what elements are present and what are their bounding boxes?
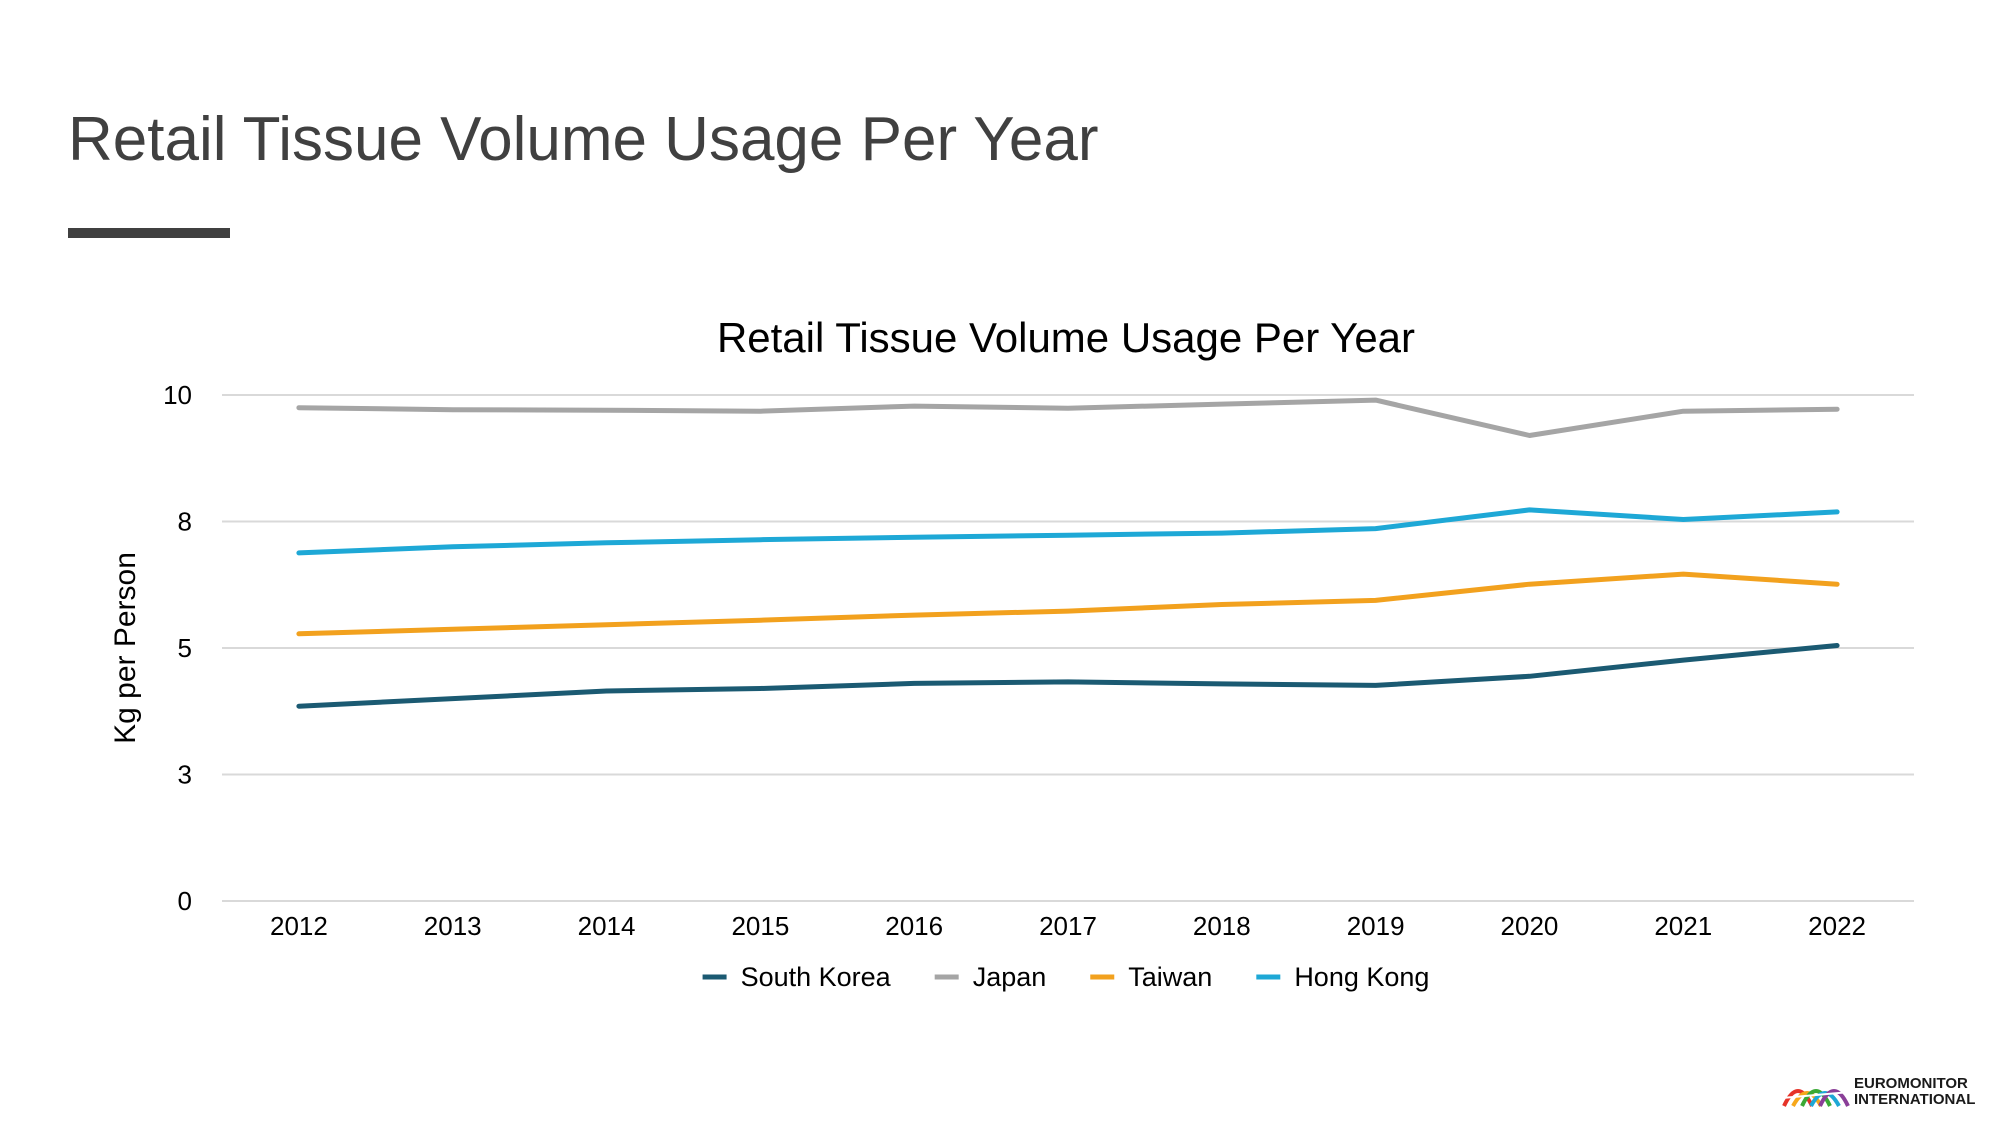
series-lines [296, 397, 1840, 709]
logo-swoosh [1781, 1091, 1851, 1099]
x-tick-label: 2022 [1808, 911, 1866, 941]
x-tick-label: 2012 [270, 911, 328, 941]
legend: South Korea Japan Taiwan Hong Kong [702, 962, 1429, 992]
logo-arch [1782, 1089, 1814, 1107]
y-tick-label: 8 [178, 507, 192, 537]
logo-text: EUROMONITOR INTERNATIONAL [1854, 1076, 1975, 1108]
logo-arch [1809, 1091, 1841, 1107]
y-tick-label: 5 [178, 633, 192, 663]
series-line-japan [296, 397, 1840, 438]
y-axis-ticks: 0 3 5 8 10 [163, 380, 192, 916]
logo-arch [1818, 1089, 1850, 1107]
legend-label: Japan [973, 962, 1047, 992]
legend-item-japan: Japan [934, 962, 1047, 992]
x-tick-label: 2014 [578, 911, 636, 941]
x-tick-label: 2015 [731, 911, 789, 941]
series-line-taiwan [296, 571, 1840, 637]
logo-line-1: EUROMONITOR [1854, 1075, 1968, 1092]
euromonitor-logo: EUROMONITOR INTERNATIONAL [1781, 1074, 1992, 1112]
series-line-hong-kong [296, 507, 1840, 556]
x-axis-ticks: 2012 2013 2014 2015 2016 2017 2018 2019 2020 2021… [270, 911, 1866, 941]
legend-item-taiwan: Taiwan [1090, 962, 1212, 992]
x-tick-label: 2020 [1501, 911, 1559, 941]
logo-arch [1791, 1091, 1823, 1107]
logo-arch [1800, 1089, 1832, 1107]
x-tick-label: 2013 [424, 911, 482, 941]
x-tick-label: 2021 [1654, 911, 1712, 941]
x-tick-label: 2019 [1347, 911, 1405, 941]
y-tick-label: 10 [163, 380, 192, 410]
x-tick-label: 2017 [1039, 911, 1097, 941]
y-tick-label: 3 [178, 760, 192, 790]
euromonitor-logo-icon [1781, 1089, 1851, 1107]
title-underline [68, 228, 230, 238]
series-line-south-korea [296, 643, 1840, 709]
x-tick-label: 2016 [885, 911, 943, 941]
x-tick-label: 2018 [1193, 911, 1251, 941]
y-axis-title: Kg per Person [109, 552, 142, 744]
legend-label: Taiwan [1128, 962, 1212, 992]
chart-title: Retail Tissue Volume Usage Per Year [717, 314, 1415, 361]
legend-item-hong-kong: Hong Kong [1256, 962, 1429, 992]
legend-item-south-korea: South Korea [702, 962, 892, 992]
y-tick-label: 0 [178, 886, 192, 916]
logo-line-2: INTERNATIONAL [1854, 1091, 1976, 1108]
legend-label: Hong Kong [1294, 962, 1429, 992]
slide-title: Retail Tissue Volume Usage Per Year [68, 105, 1099, 174]
gridlines [222, 394, 1914, 902]
legend-label: South Korea [741, 962, 892, 992]
